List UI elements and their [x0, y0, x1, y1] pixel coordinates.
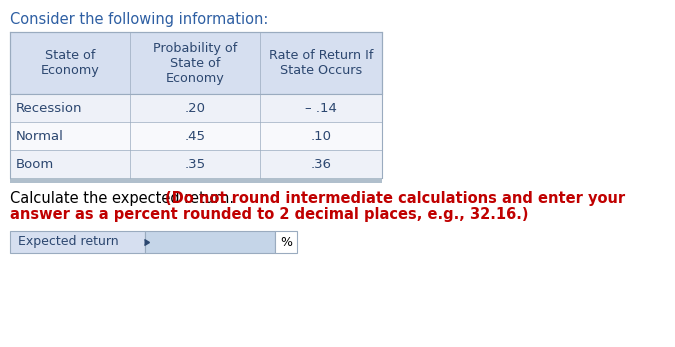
Text: Calculate the expected return.: Calculate the expected return. — [10, 191, 239, 205]
Text: Probability of
State of
Economy: Probability of State of Economy — [153, 42, 237, 85]
Bar — [145, 231, 275, 253]
Text: %: % — [280, 236, 292, 248]
Text: Consider the following information:: Consider the following information: — [10, 12, 269, 27]
Text: Boom: Boom — [16, 158, 54, 170]
Bar — [275, 231, 297, 253]
Text: .35: .35 — [184, 158, 206, 170]
Text: answer as a percent rounded to 2 decimal places, e.g., 32.16.): answer as a percent rounded to 2 decimal… — [10, 206, 529, 221]
Bar — [10, 231, 145, 253]
Text: .20: .20 — [184, 102, 205, 115]
Bar — [10, 94, 382, 122]
Text: Recession: Recession — [16, 102, 82, 115]
Bar — [10, 150, 382, 178]
Text: State of
Economy: State of Economy — [40, 49, 99, 77]
Text: Rate of Return If
State Occurs: Rate of Return If State Occurs — [269, 49, 373, 77]
Text: .45: .45 — [184, 129, 205, 143]
Text: .10: .10 — [310, 129, 331, 143]
Text: – .14: – .14 — [305, 102, 337, 115]
Text: Expected return: Expected return — [18, 236, 119, 248]
Bar — [10, 178, 382, 183]
Bar — [10, 122, 382, 150]
Text: .36: .36 — [310, 158, 331, 170]
Text: (Do not round intermediate calculations and enter your: (Do not round intermediate calculations … — [165, 191, 625, 205]
Bar — [10, 32, 382, 94]
Text: Normal: Normal — [16, 129, 64, 143]
